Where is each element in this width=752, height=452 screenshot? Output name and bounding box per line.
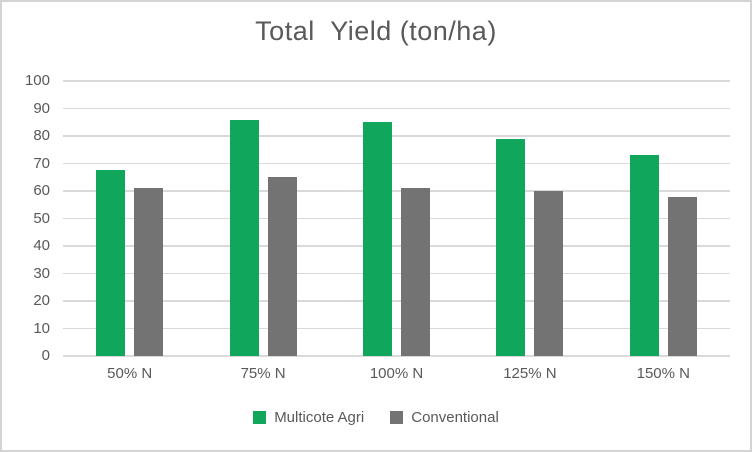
x-axis-category-label: 75% N [240, 365, 286, 382]
legend: Multicote Agri Conventional [2, 409, 750, 426]
gridline-y-40 [63, 245, 730, 247]
gridline-y-70 [63, 162, 730, 165]
legend-item-conventional: Conventional [390, 409, 499, 426]
legend-item-multicote-agri: Multicote Agri [253, 409, 364, 426]
gridline-y-20 [63, 300, 730, 302]
y-axis-tick-label: 90 [33, 99, 50, 117]
y-axis-tick-label: 60 [33, 182, 50, 199]
gridline-y-90 [63, 107, 730, 110]
y-axis-tick-label: 0 [41, 347, 50, 364]
x-axis-category-label: 100% N [369, 365, 424, 382]
x-axis-category-label: 125% N [503, 365, 557, 382]
y-axis-tick-label: 20 [33, 292, 50, 309]
x-axis-category-label: 50% N [107, 365, 153, 382]
gridline-y-30 [63, 272, 730, 275]
gridline-y-100 [63, 80, 730, 82]
bar-multicote-agri-125%-N [496, 138, 526, 356]
y-axis-tick-label: 40 [33, 237, 50, 254]
plot-area [63, 80, 730, 357]
bar-conventional-50%-N [134, 188, 164, 356]
gridline-y-10 [63, 327, 730, 330]
chart-title: Total Yield (ton/ha) [255, 16, 497, 46]
y-axis-tick-label: 30 [33, 264, 50, 282]
gridline-y-80 [63, 135, 730, 137]
x-axis-category-label: 150% N [636, 365, 690, 382]
bar-conventional-125%-N [534, 191, 564, 356]
bar-multicote-agri-100%-N [363, 122, 392, 356]
bar-conventional-150%-N [667, 196, 697, 356]
y-axis-tick-label: 50 [33, 209, 50, 227]
y-axis-tick-label: 70 [33, 154, 50, 172]
bar-multicote-agri-75%-N [229, 119, 259, 356]
y-axis-tick-label: 80 [33, 127, 50, 144]
bar-conventional-100%-N [401, 188, 430, 356]
gridline-y-0 [63, 355, 730, 357]
bar-conventional-75%-N [267, 177, 297, 356]
legend-swatch-icon [253, 411, 267, 424]
gridline-y-60 [63, 190, 730, 192]
y-axis-tick-label: 100 [24, 72, 50, 89]
bar-multicote-agri-150%-N [629, 155, 659, 356]
legend-label: Multicote Agri [274, 409, 365, 426]
bar-multicote-agri-50%-N [96, 170, 126, 356]
y-axis-tick-label: 10 [33, 319, 50, 337]
gridline-y-50 [63, 217, 730, 220]
legend-label: Conventional [411, 409, 499, 426]
legend-swatch-icon [390, 411, 404, 424]
